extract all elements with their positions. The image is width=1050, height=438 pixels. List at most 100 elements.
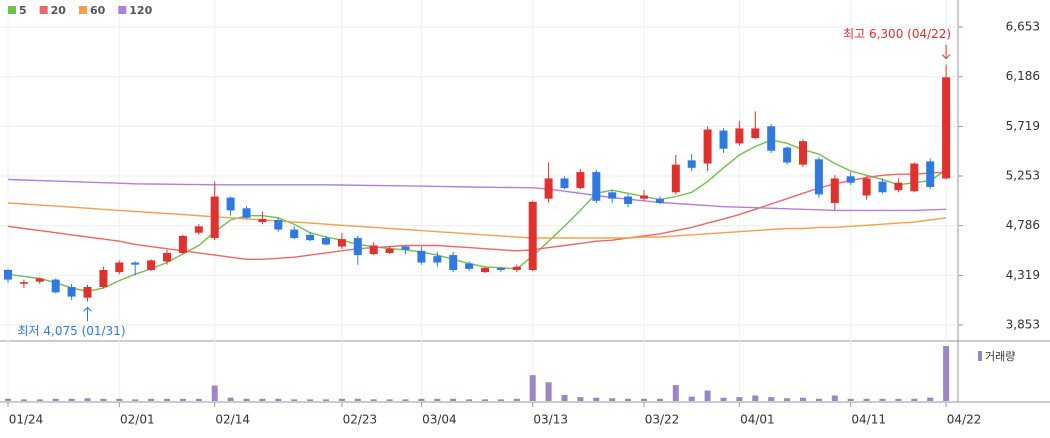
candle-body bbox=[274, 219, 283, 230]
candle-body bbox=[576, 172, 585, 189]
candle-body bbox=[83, 287, 92, 298]
volume-legend-label: 거래량 bbox=[985, 350, 1015, 363]
volume-bar bbox=[577, 397, 584, 401]
volume-bar bbox=[291, 399, 298, 401]
volume-bar bbox=[561, 394, 568, 401]
candle-body bbox=[862, 178, 871, 196]
legend-swatch bbox=[118, 6, 127, 14]
candle-body bbox=[433, 256, 442, 263]
volume-bar bbox=[720, 397, 727, 401]
legend-swatch bbox=[78, 6, 87, 14]
candle-body bbox=[496, 267, 505, 270]
candle-body bbox=[163, 252, 171, 262]
candle-body bbox=[401, 246, 410, 250]
x-tick-label: 04/11 bbox=[851, 413, 886, 427]
volume-bar bbox=[688, 396, 695, 401]
volume-bar bbox=[434, 398, 441, 401]
low-arrow bbox=[83, 306, 92, 322]
candle-body bbox=[655, 198, 664, 203]
volume-bar bbox=[418, 398, 425, 401]
volume-bar bbox=[672, 385, 679, 401]
x-tick-label: 01/24 bbox=[9, 413, 44, 427]
candle-body bbox=[592, 172, 601, 201]
volume-bar bbox=[545, 382, 552, 401]
candle-body bbox=[210, 196, 219, 239]
volume-bar bbox=[863, 398, 870, 401]
volume-bar bbox=[879, 398, 886, 401]
volume-bar bbox=[895, 398, 902, 401]
candle-body bbox=[608, 192, 617, 199]
volume-bar bbox=[354, 398, 361, 401]
candle-body bbox=[35, 278, 44, 282]
candle-body bbox=[67, 287, 76, 297]
volume-bar bbox=[450, 398, 457, 401]
volume-bar bbox=[370, 399, 377, 401]
x-tick-label: 03/22 bbox=[645, 413, 680, 427]
candle-body bbox=[687, 160, 696, 168]
volume-bar bbox=[466, 399, 473, 401]
legend-swatch bbox=[39, 6, 48, 14]
volume-bar bbox=[84, 398, 91, 401]
volume-bar bbox=[386, 399, 393, 401]
candle-body bbox=[322, 238, 330, 245]
candle-body bbox=[719, 130, 728, 149]
volume-bar bbox=[847, 398, 854, 401]
y-tick-label: 4,319 bbox=[1006, 268, 1040, 282]
volume-bar bbox=[227, 397, 234, 401]
high-annotation: 최고 6,300 (04/22) bbox=[843, 27, 951, 41]
candle-body bbox=[19, 282, 28, 284]
candle-body bbox=[369, 245, 378, 255]
candle-body bbox=[783, 147, 792, 163]
volume-bar bbox=[259, 398, 266, 401]
volume-bar bbox=[513, 398, 520, 401]
volume-bar bbox=[100, 398, 107, 401]
candle-body bbox=[242, 208, 251, 218]
candle-body bbox=[306, 234, 315, 241]
candle-body bbox=[194, 226, 203, 233]
x-tick-label: 02/23 bbox=[343, 413, 378, 427]
volume-bar bbox=[20, 399, 27, 401]
high-arrow bbox=[941, 44, 951, 60]
candle-body bbox=[926, 161, 935, 187]
legend-label: 60 bbox=[90, 4, 106, 17]
x-tick-label: 02/14 bbox=[215, 413, 250, 427]
volume-bar bbox=[911, 398, 918, 401]
ma-line bbox=[7, 202, 947, 239]
volume-bar bbox=[768, 397, 775, 401]
volume-bar bbox=[132, 399, 139, 401]
volume-bar bbox=[482, 399, 488, 401]
volume-bar bbox=[625, 398, 632, 401]
volume-bar bbox=[275, 398, 282, 401]
volume-bar bbox=[164, 398, 170, 401]
volume-bar bbox=[338, 398, 345, 401]
ma-line bbox=[7, 139, 947, 293]
volume-bar bbox=[148, 398, 155, 401]
candle-body bbox=[512, 266, 521, 270]
volume-bar bbox=[927, 397, 934, 401]
volume-bar bbox=[641, 398, 647, 401]
volume-bar bbox=[195, 398, 202, 401]
candle-body bbox=[178, 235, 187, 253]
volume-bar bbox=[68, 398, 75, 401]
y-tick-label: 5,253 bbox=[1006, 169, 1040, 183]
volume-bar bbox=[800, 397, 806, 401]
volume-bar bbox=[323, 399, 329, 401]
candle-body bbox=[417, 250, 426, 263]
candle-body bbox=[290, 229, 299, 239]
x-tick-label: 04/22 bbox=[947, 413, 982, 427]
candle-body bbox=[767, 126, 776, 151]
candle-body bbox=[624, 196, 633, 204]
candle-body bbox=[528, 201, 537, 270]
candle-body bbox=[226, 197, 235, 211]
y-tick-label: 4,786 bbox=[1006, 218, 1040, 232]
volume-bar bbox=[752, 395, 759, 401]
volume-bar bbox=[656, 398, 663, 401]
candle-body bbox=[799, 141, 807, 165]
candle-body bbox=[465, 263, 474, 269]
volume-bar bbox=[704, 390, 711, 401]
volume-bar bbox=[736, 397, 743, 401]
volume-bar bbox=[943, 346, 950, 401]
candle-body bbox=[640, 195, 648, 199]
volume-bar bbox=[211, 385, 218, 401]
